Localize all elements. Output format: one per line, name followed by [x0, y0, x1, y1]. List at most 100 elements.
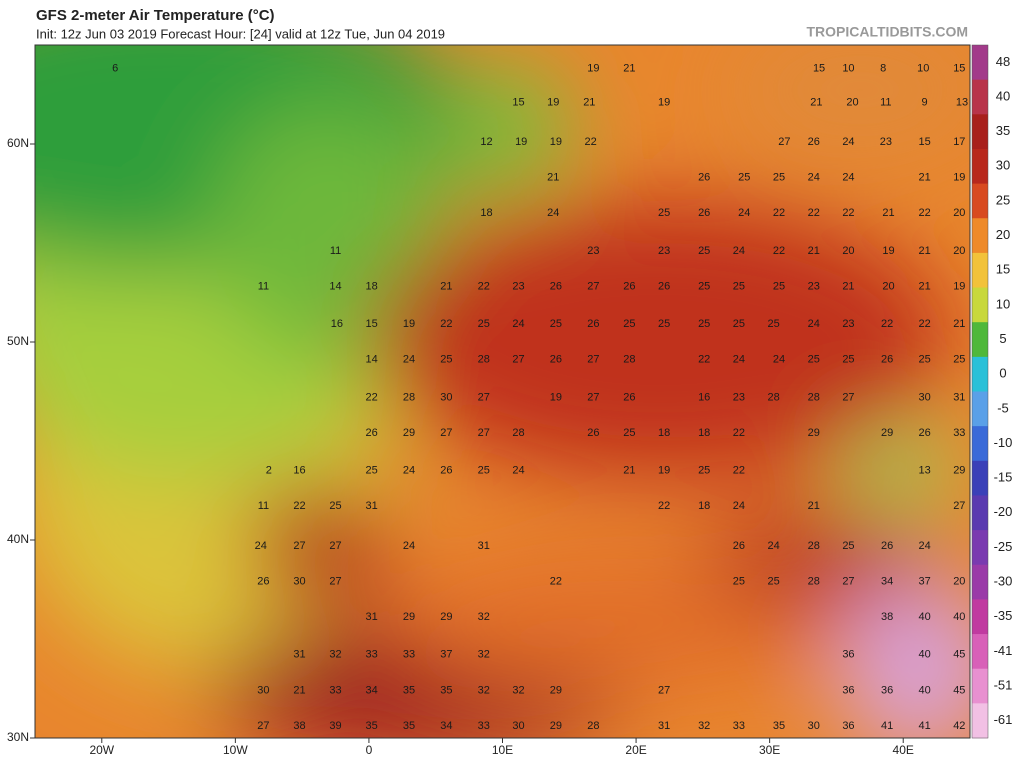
- temperature-label: 24: [842, 172, 854, 184]
- temperature-label: 33: [329, 684, 341, 696]
- temperature-label: 26: [365, 427, 377, 439]
- temperature-label: 22: [478, 280, 490, 292]
- colorbar-label: -20: [994, 504, 1013, 519]
- temperature-label: 18: [365, 280, 377, 292]
- y-tick-label: 60N: [7, 136, 29, 150]
- temperature-label: 31: [365, 500, 377, 512]
- temperature-label: 26: [881, 354, 893, 366]
- temperature-label: 37: [918, 575, 930, 587]
- temperature-label: 27: [512, 354, 524, 366]
- temperature-label: 19: [882, 245, 894, 257]
- colorbar-swatch: [972, 252, 988, 289]
- temperature-label: 26: [440, 465, 452, 477]
- temperature-label: 20: [953, 575, 965, 587]
- temperature-label: 20: [842, 245, 854, 257]
- temperature-label: 31: [478, 540, 490, 552]
- temperature-label: 14: [329, 280, 341, 292]
- temperature-label: 27: [842, 391, 854, 403]
- temperature-label: 24: [738, 207, 750, 219]
- temperature-label: 25: [953, 354, 965, 366]
- temperature-label: 27: [329, 575, 341, 587]
- colorbar-label: 15: [996, 262, 1010, 277]
- temperature-label: 19: [403, 318, 415, 330]
- temperature-label: 11: [880, 96, 891, 108]
- temperature-label: 25: [365, 465, 377, 477]
- temperature-label: 26: [623, 280, 635, 292]
- temperature-label: 25: [842, 540, 854, 552]
- credit: TROPICALTIDBITS.COM: [806, 24, 968, 40]
- temperature-label: 31: [658, 720, 670, 732]
- temperature-label: 34: [881, 575, 893, 587]
- colorbar-label: -35: [994, 608, 1013, 623]
- temperature-label: 23: [880, 136, 892, 148]
- x-tick-label: 0: [366, 743, 373, 757]
- temperature-label: 36: [881, 684, 893, 696]
- temperature-label: 34: [440, 720, 452, 732]
- colorbar-swatch: [972, 287, 988, 323]
- temperature-label: 26: [733, 540, 745, 552]
- temperature-label: 21: [882, 207, 894, 219]
- temperature-label: 32: [478, 684, 490, 696]
- temperature-label: 26: [587, 427, 599, 439]
- temperature-label: 40: [953, 611, 965, 623]
- temperature-label: 28: [403, 391, 415, 403]
- temperature-label: 6: [112, 63, 118, 75]
- temperature-label: 24: [403, 465, 415, 477]
- temperature-label: 27: [842, 575, 854, 587]
- temperature-label: 24: [733, 245, 745, 257]
- temperature-label: 32: [478, 649, 490, 661]
- temperature-label: 9: [922, 96, 928, 108]
- temperature-label: 23: [587, 245, 599, 257]
- temperature-label: 27: [587, 280, 599, 292]
- temperature-label: 22: [733, 427, 745, 439]
- temperature-label: 18: [658, 427, 670, 439]
- temperature-label: 29: [808, 427, 820, 439]
- temperature-label: 22: [440, 318, 452, 330]
- temperature-label: 30: [918, 391, 930, 403]
- temperature-label: 21: [842, 280, 854, 292]
- temperature-label: 25: [623, 318, 635, 330]
- temperature-label: 27: [658, 684, 670, 696]
- temperature-label: 25: [842, 354, 854, 366]
- temperature-label: 45: [953, 649, 965, 661]
- temperature-label: 26: [257, 575, 269, 587]
- temperature-label: 25: [773, 280, 785, 292]
- temperature-label: 16: [293, 465, 305, 477]
- temperature-label: 19: [547, 96, 559, 108]
- temperature-label: 16: [331, 318, 343, 330]
- temperature-label: 24: [255, 540, 267, 552]
- temperature-label: 30: [293, 575, 305, 587]
- temperature-label: 20: [882, 280, 894, 292]
- temperature-label: 23: [658, 245, 670, 257]
- colorbar-label: -30: [994, 574, 1013, 589]
- temperature-label: 23: [808, 280, 820, 292]
- colorbar-swatch: [972, 114, 988, 150]
- temperature-label: 11: [258, 500, 269, 512]
- x-tick-label: 10E: [492, 743, 513, 757]
- temperature-label: 22: [773, 207, 785, 219]
- temperature-label: 18: [698, 500, 710, 512]
- colorbar-swatch: [972, 460, 988, 496]
- temperature-label: 25: [658, 318, 670, 330]
- temperature-label: 19: [550, 136, 562, 148]
- temperature-label: 29: [550, 684, 562, 696]
- temperature-label: 25: [738, 172, 750, 184]
- temperature-label: 15: [813, 63, 825, 75]
- temperature-label: 23: [733, 391, 745, 403]
- temperature-label: 37: [440, 649, 452, 661]
- colorbar-swatch: [972, 183, 988, 219]
- y-tick-label: 50N: [7, 334, 29, 348]
- temperature-label: 29: [550, 720, 562, 732]
- temperature-label: 36: [842, 649, 854, 661]
- temperature-label: 19: [587, 63, 599, 75]
- temperature-label: 24: [403, 540, 415, 552]
- colorbar-label: -61: [994, 712, 1013, 727]
- temperature-label: 29: [881, 427, 893, 439]
- temperature-label: 28: [808, 575, 820, 587]
- temperature-label: 25: [478, 318, 490, 330]
- temperature-label: 19: [953, 280, 965, 292]
- temperature-label: 25: [733, 575, 745, 587]
- temperature-label: 35: [365, 720, 377, 732]
- colorbar-swatch: [972, 322, 988, 358]
- temperature-label: 24: [733, 354, 745, 366]
